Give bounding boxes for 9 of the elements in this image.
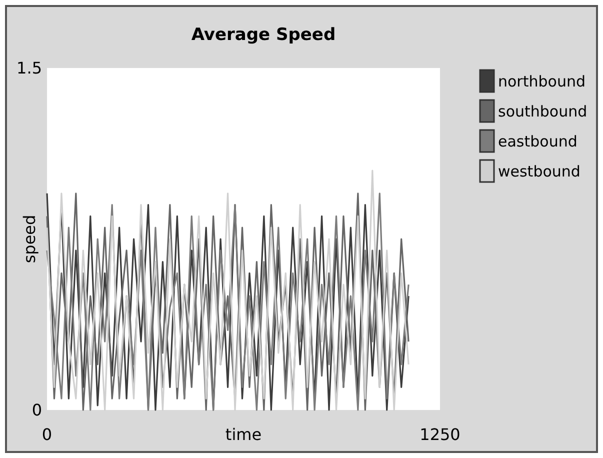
legend-label: eastbound [498, 132, 578, 150]
legend-label: southbound [498, 102, 588, 120]
legend-label: northbound [498, 72, 586, 90]
y-tick-label: 1.5 [16, 58, 42, 78]
x-axis-title: time [225, 425, 262, 444]
chart-title: Average Speed [191, 25, 336, 45]
legend-label: westbound [498, 162, 580, 180]
y-axis-title: speed [20, 214, 39, 264]
x-tick-label: 1250 [420, 425, 460, 444]
